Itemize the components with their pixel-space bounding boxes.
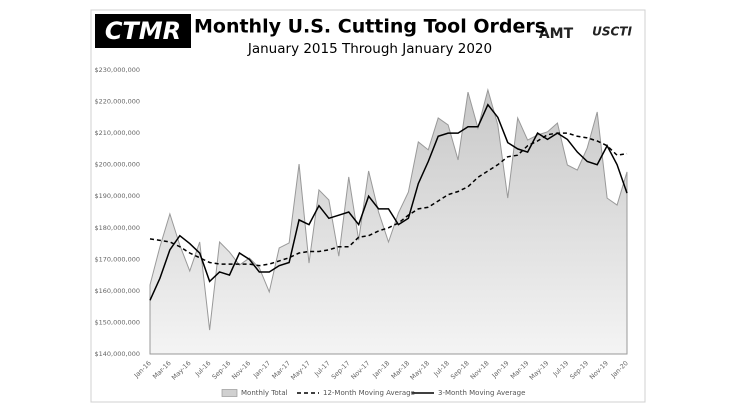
chart-subtitle: January 2015 Through January 2020 [247,41,492,57]
amt-logo: AMT [539,26,574,42]
legend-swatch [221,389,238,397]
y-tick-label: $230,000,000 [95,66,141,74]
y-tick-label: $200,000,000 [95,161,141,169]
y-tick-label: $160,000,000 [95,287,141,295]
ctmr-logo-text: CTMR [105,17,181,45]
uscti-logo: USCTI [592,25,632,39]
y-tick-label: $140,000,000 [95,350,141,358]
legend-label: 3-Month Moving Average [438,389,525,397]
ctmr-logo [95,14,191,48]
legend-label: Monthly Total [241,389,288,397]
y-tick-label: $190,000,000 [95,192,141,200]
y-tick-label: $220,000,000 [95,98,141,106]
area [149,87,628,355]
legend-label: 12-Month Moving Average [323,389,415,397]
line [149,132,628,267]
y-tick-label: $210,000,000 [95,129,141,137]
line [149,103,628,301]
chart-title: Monthly U.S. Cutting Tool Orders [194,16,546,38]
y-tick-label: $170,000,000 [95,255,141,263]
y-tick-label: $180,000,000 [95,224,141,232]
y-tick-label: $150,000,000 [95,318,141,326]
